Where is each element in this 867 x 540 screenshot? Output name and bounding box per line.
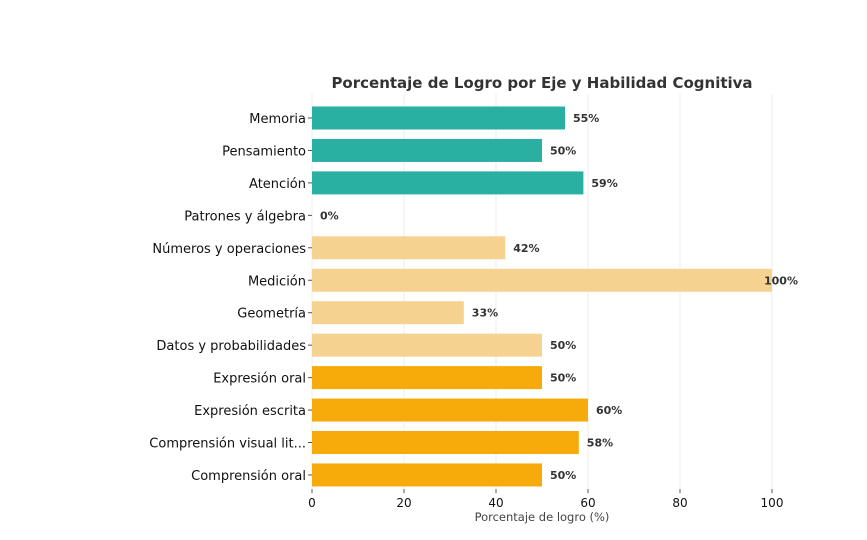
bar — [312, 431, 579, 454]
bar — [312, 333, 542, 357]
category-label: Comprensión oral — [191, 469, 306, 484]
x-tick-label: 20 — [396, 496, 411, 510]
category-label: Datos y probabilidades — [156, 339, 306, 354]
bar — [312, 106, 565, 130]
value-label: 33% — [472, 307, 498, 320]
bar — [312, 171, 584, 195]
x-tick-label: 100 — [761, 496, 784, 510]
bar — [312, 138, 542, 162]
category-label: Expresión oral — [213, 372, 306, 387]
value-label: 60% — [596, 404, 622, 417]
bar — [312, 398, 588, 422]
x-tick-label: 80 — [672, 496, 687, 510]
value-label: 59% — [591, 177, 617, 190]
value-label: 50% — [550, 339, 576, 352]
value-label: 50% — [550, 144, 576, 157]
x-tick-label: 0 — [308, 496, 316, 510]
value-label: 0% — [320, 209, 339, 222]
x-tick-label: 60 — [580, 496, 595, 510]
chart-title: Porcentaje de Logro por Eje y Habilidad … — [331, 74, 752, 92]
bars — [312, 106, 772, 487]
value-label: 50% — [550, 469, 576, 482]
value-label: 42% — [513, 242, 539, 255]
bar — [312, 236, 506, 260]
category-label: Expresión escrita — [194, 404, 306, 419]
x-axis-title: Porcentaje de logro (%) — [475, 510, 610, 524]
category-label: Memoria — [249, 112, 306, 127]
category-labels: Memoria Pensamiento Atención Patrones y álg… — [149, 112, 312, 484]
category-label: Pensamiento — [222, 144, 306, 159]
x-axis-ticks: 0 20 40 60 80 100 — [308, 489, 783, 510]
bar — [312, 463, 542, 487]
value-label: 100% — [764, 274, 798, 287]
category-label: Geometría — [237, 307, 306, 322]
x-tick-label: 40 — [488, 496, 503, 510]
bar — [312, 366, 542, 390]
value-labels: 55% 50% 59% 0% 42% 100% 33% 50% 50% 60% 58% 50% — [320, 112, 798, 482]
category-label: Patrones y álgebra — [184, 209, 306, 224]
value-label: 55% — [573, 112, 599, 125]
value-label: 58% — [587, 437, 613, 450]
value-label: 50% — [550, 372, 576, 385]
category-label: Números y operaciones — [152, 242, 306, 257]
category-label: Comprensión visual lit... — [149, 437, 306, 452]
bar — [312, 301, 464, 325]
bar — [312, 268, 772, 292]
category-label: Medición — [248, 274, 306, 289]
category-label: Atención — [249, 177, 306, 192]
